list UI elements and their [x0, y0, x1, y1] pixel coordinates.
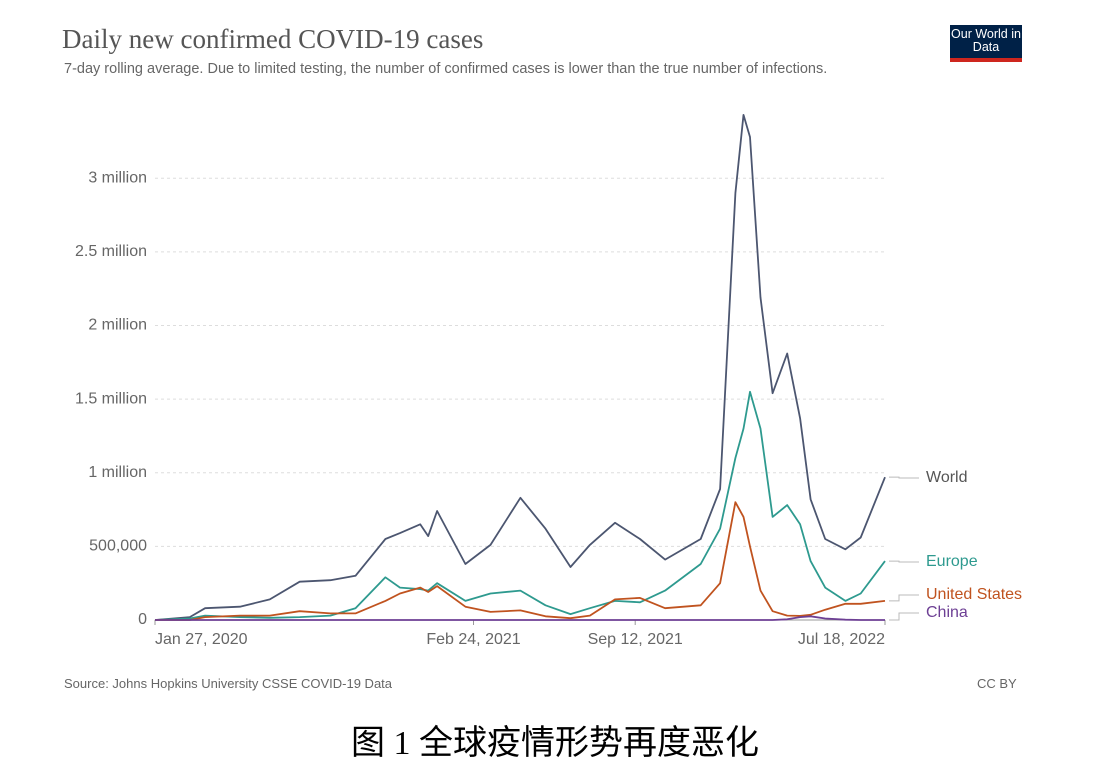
legend-connector [889, 476, 919, 479]
series-line [155, 615, 885, 621]
series-line [154, 114, 886, 621]
legend-connector [889, 594, 919, 602]
series-line [154, 390, 886, 621]
series-line [155, 501, 886, 621]
legend-label: China [926, 604, 968, 621]
y-tick-label: 3 million [88, 169, 147, 186]
logo: Our World in Data [950, 25, 1022, 62]
y-tick-label: 1.5 million [75, 390, 147, 407]
legend-label: World [926, 469, 968, 486]
license: CC BY [977, 676, 1017, 691]
x-tick-label: Jan 27, 2020 [155, 631, 248, 648]
legend-label: Europe [926, 553, 978, 570]
y-tick-label: 2 million [88, 317, 147, 334]
y-tick-label: 1 million [88, 464, 147, 481]
source-note: Source: Johns Hopkins University CSSE CO… [64, 676, 393, 691]
x-tick-label: Sep 12, 2021 [588, 631, 683, 648]
x-tick-label: Feb 24, 2021 [426, 631, 520, 648]
legend-connector [889, 612, 919, 621]
chart-title: Daily new confirmed COVID-19 cases [62, 24, 484, 54]
figure-caption: 图 1 全球疫情形势再度恶化 [351, 725, 759, 762]
legend-connector [889, 560, 919, 563]
y-tick-label: 500,000 [89, 538, 147, 555]
chart: 0 500,000 1 million 1.5 million 2 million 2.5… [75, 114, 1022, 648]
y-tick-label: 0 [138, 611, 147, 628]
chart-subtitle: 7-day rolling average. Due to limited te… [64, 61, 828, 77]
legend-label: United States [926, 586, 1022, 603]
y-tick-label: 2.5 million [75, 243, 147, 260]
x-tick-label: Jul 18, 2022 [798, 631, 885, 648]
